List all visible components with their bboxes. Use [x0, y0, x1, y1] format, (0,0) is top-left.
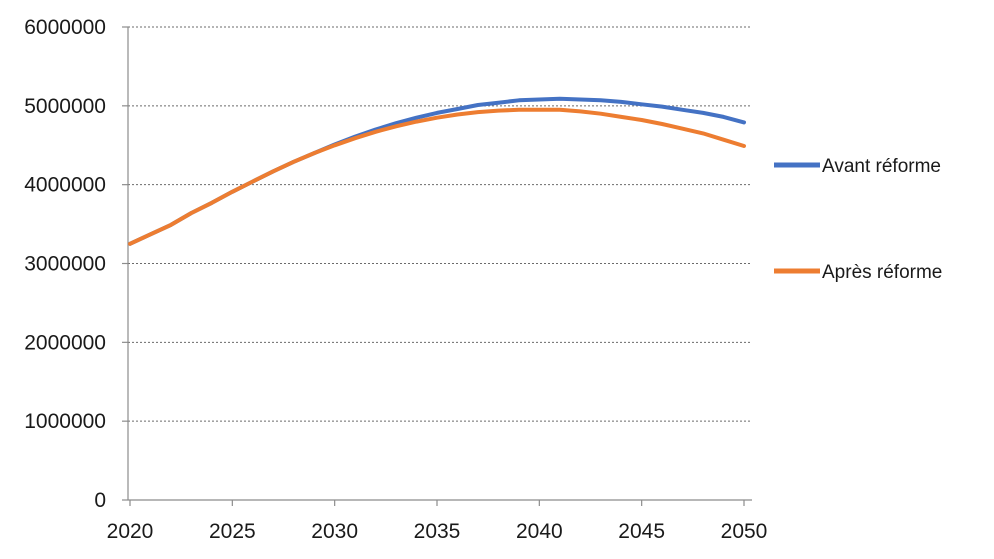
y-tick-label: 1000000	[24, 410, 106, 433]
x-tick-label: 2040	[516, 520, 563, 543]
legend-label: Avant réforme	[822, 156, 941, 177]
x-tick-label: 2050	[721, 520, 768, 543]
y-tick-label: 2000000	[24, 331, 106, 354]
legend-label: Après réforme	[822, 262, 942, 283]
series-line-apres-reforme	[128, 107, 746, 246]
x-tick-label: 2020	[107, 520, 154, 543]
x-tick-label: 2030	[311, 520, 358, 543]
x-tick-label: 2035	[414, 520, 461, 543]
y-tick-label: 6000000	[24, 16, 106, 39]
x-tick-label: 2045	[618, 520, 665, 543]
y-tick-label: 3000000	[24, 253, 106, 276]
y-tick-label: 4000000	[24, 174, 106, 197]
legend: Avant réforme Après réforme	[774, 156, 942, 283]
y-tick-label: 0	[94, 489, 106, 512]
x-tick-label: 2025	[209, 520, 256, 543]
series-lines	[128, 96, 746, 246]
gridlines	[128, 26, 752, 422]
y-tick-label: 5000000	[24, 95, 106, 118]
axes: 0 1000000 2000000 3000000 4000000 5000000 6000…	[24, 16, 767, 543]
